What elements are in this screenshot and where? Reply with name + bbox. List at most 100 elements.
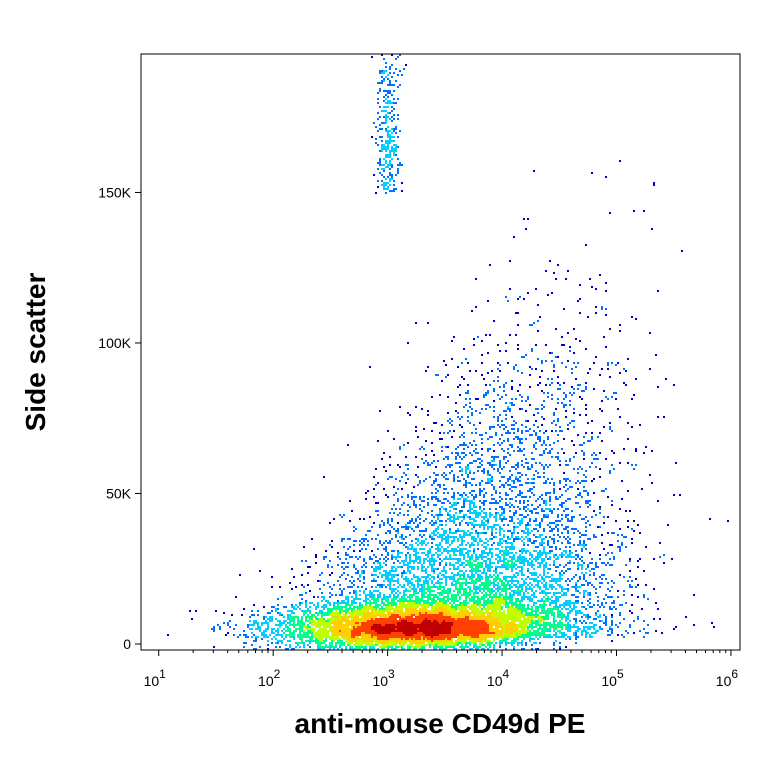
event-dot xyxy=(351,596,353,598)
event-dot xyxy=(455,568,457,570)
event-dot xyxy=(515,560,517,562)
event-dot xyxy=(621,480,623,482)
event-dot xyxy=(467,552,469,554)
event-dot xyxy=(509,478,511,480)
event-dot xyxy=(389,608,391,610)
event-dot xyxy=(441,528,443,530)
event-dot xyxy=(439,588,441,590)
event-dot xyxy=(635,578,637,580)
event-dot xyxy=(595,356,597,358)
event-dot xyxy=(347,444,349,446)
event-dot xyxy=(443,606,445,608)
event-dot xyxy=(383,524,385,526)
event-dot xyxy=(341,562,343,564)
event-dot xyxy=(533,572,535,574)
event-dot xyxy=(631,528,633,530)
event-dot xyxy=(381,584,383,586)
event-dot xyxy=(447,412,449,414)
event-dot xyxy=(435,498,437,500)
event-dot xyxy=(327,612,329,614)
event-dot xyxy=(595,566,597,568)
event-dot xyxy=(507,598,509,600)
event-dot xyxy=(355,592,357,594)
event-dot xyxy=(353,566,355,568)
event-dot xyxy=(469,512,471,514)
event-dot xyxy=(529,564,531,566)
event-dot xyxy=(497,362,499,364)
event-dot xyxy=(381,586,383,588)
event-dot xyxy=(405,526,407,528)
event-dot xyxy=(485,584,487,586)
event-dot xyxy=(547,492,549,494)
event-dot xyxy=(501,514,503,516)
event-dot xyxy=(543,608,545,610)
event-dot xyxy=(595,466,597,468)
event-dot xyxy=(619,330,621,332)
event-dot xyxy=(423,548,425,550)
event-dot xyxy=(483,528,485,530)
event-dot xyxy=(291,610,293,612)
event-dot xyxy=(571,610,573,612)
event-dot xyxy=(557,598,559,600)
event-dot xyxy=(293,606,295,608)
event-dot xyxy=(447,396,449,398)
event-dot xyxy=(337,600,339,602)
event-dot xyxy=(337,614,339,616)
event-dot xyxy=(511,416,513,418)
event-dot xyxy=(519,586,521,588)
event-dot xyxy=(317,614,319,616)
event-dot xyxy=(367,606,369,608)
event-dot xyxy=(539,580,541,582)
event-dot xyxy=(249,616,251,618)
event-dot xyxy=(485,556,487,558)
event-dot xyxy=(561,556,563,558)
event-dot xyxy=(541,534,543,536)
event-dot xyxy=(469,600,471,602)
event-dot xyxy=(505,600,507,602)
event-dot xyxy=(505,596,507,598)
event-dot xyxy=(653,558,655,560)
event-dot xyxy=(445,376,447,378)
event-dot xyxy=(439,598,441,600)
event-dot xyxy=(273,606,275,608)
event-dot xyxy=(441,590,443,592)
event-dot xyxy=(423,594,425,596)
event-dot xyxy=(465,480,467,482)
event-dot xyxy=(391,604,393,606)
event-dot xyxy=(509,560,511,562)
event-dot xyxy=(557,556,559,558)
event-dot xyxy=(573,576,575,578)
event-dot xyxy=(323,558,325,560)
event-dot xyxy=(489,448,491,450)
event-dot xyxy=(515,584,517,586)
event-dot xyxy=(559,482,561,484)
event-dot xyxy=(425,370,427,372)
event-dot xyxy=(501,512,503,514)
event-dot xyxy=(521,574,523,576)
event-dot xyxy=(557,584,559,586)
event-dot xyxy=(383,70,385,72)
event-dot xyxy=(543,502,545,504)
event-dot xyxy=(429,578,431,580)
event-dot xyxy=(457,592,459,594)
event-dot xyxy=(337,616,339,618)
event-dot xyxy=(399,480,401,482)
event-dot xyxy=(577,596,579,598)
event-dot xyxy=(489,612,491,614)
event-dot xyxy=(465,468,467,470)
event-dot xyxy=(421,566,423,568)
event-dot xyxy=(449,518,451,520)
event-dot xyxy=(607,368,609,370)
event-dot xyxy=(505,494,507,496)
event-dot xyxy=(595,564,597,566)
event-dot xyxy=(527,462,529,464)
event-dot xyxy=(411,610,413,612)
event-dot xyxy=(437,606,439,608)
event-dot xyxy=(485,392,487,394)
event-dot xyxy=(423,570,425,572)
event-dot xyxy=(427,576,429,578)
event-dot xyxy=(423,552,425,554)
event-dot xyxy=(535,596,537,598)
event-dot xyxy=(389,570,391,572)
